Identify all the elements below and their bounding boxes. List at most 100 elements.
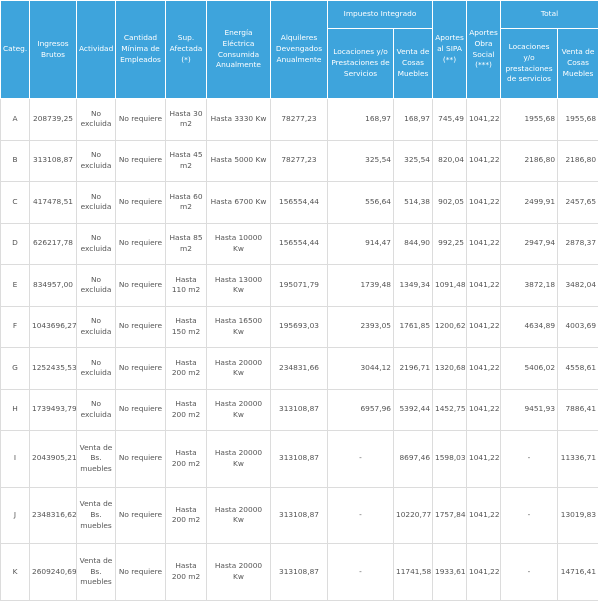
table-cell: 1320,68 <box>433 348 467 390</box>
table-cell: No excluida <box>77 389 116 431</box>
table-cell: No requiere <box>116 223 166 265</box>
table-cell: Venta de Bs. muebles <box>77 487 116 544</box>
table-cell: 313108,87 <box>271 544 328 601</box>
table-cell: No requiere <box>116 99 166 141</box>
column-header: Alquileres Devengados Anualmente <box>271 1 328 99</box>
table-cell: Hasta 20000 Kw <box>207 487 271 544</box>
table-cell: 3044,12 <box>328 348 394 390</box>
table-cell: 11741,58 <box>394 544 433 601</box>
table-cell: 313108,87 <box>30 140 77 182</box>
table-cell: 195071,79 <box>271 265 328 307</box>
table-cell: - <box>501 431 558 488</box>
table-cell: Hasta 30 m2 <box>166 99 207 141</box>
table-cell: No excluida <box>77 306 116 348</box>
table-cell: 1761,85 <box>394 306 433 348</box>
table-cell: Venta de Bs. muebles <box>77 544 116 601</box>
table-cell: - <box>501 487 558 544</box>
table-cell: 1043696,27 <box>30 306 77 348</box>
table-cell: 1955,68 <box>501 99 558 141</box>
table-cell: 626217,78 <box>30 223 77 265</box>
table-cell: 2196,71 <box>394 348 433 390</box>
table-cell: G <box>1 348 30 390</box>
table-cell: 11336,71 <box>558 431 598 488</box>
table-cell: 156554,44 <box>271 182 328 224</box>
table-cell: 78277,23 <box>271 140 328 182</box>
table-cell: 3482,04 <box>558 265 598 307</box>
column-header: Aportes al SIPA (**) <box>433 1 467 99</box>
table-cell: - <box>328 544 394 601</box>
table-cell: Hasta 200 m2 <box>166 389 207 431</box>
group-header: Impuesto Integrado <box>328 1 433 29</box>
table-cell: Hasta 20000 Kw <box>207 389 271 431</box>
table-cell: Hasta 5000 Kw <box>207 140 271 182</box>
table-cell: 1041,22 <box>467 182 501 224</box>
table-cell: B <box>1 140 30 182</box>
table-cell: 1739493,79 <box>30 389 77 431</box>
column-header: Locaciones y/o Prestaciones de Servicios <box>328 29 394 99</box>
table-cell: 2457,65 <box>558 182 598 224</box>
table-cell: 10220,77 <box>394 487 433 544</box>
table-cell: No requiere <box>116 306 166 348</box>
table-cell: 1452,75 <box>433 389 467 431</box>
column-header: Energía Eléctrica Consumida Anualmente <box>207 1 271 99</box>
group-header: Total <box>501 1 598 29</box>
table-cell: A <box>1 99 30 141</box>
table-cell: 2947,94 <box>501 223 558 265</box>
table-cell: 325,54 <box>394 140 433 182</box>
table-cell: No requiere <box>116 265 166 307</box>
table-cell: No requiere <box>116 544 166 601</box>
table-cell: No excluida <box>77 182 116 224</box>
table-cell: Hasta 60 m2 <box>166 182 207 224</box>
table-cell: Hasta 200 m2 <box>166 431 207 488</box>
column-header: Ingresos Brutos <box>30 1 77 99</box>
table-cell: 2348316,62 <box>30 487 77 544</box>
table-cell: 1598,03 <box>433 431 467 488</box>
table-cell: 5406,02 <box>501 348 558 390</box>
table-cell: 1252435,53 <box>30 348 77 390</box>
table-cell: 745,49 <box>433 99 467 141</box>
table-cell: Hasta 85 m2 <box>166 223 207 265</box>
table-cell: 4634,89 <box>501 306 558 348</box>
table-cell: 78277,23 <box>271 99 328 141</box>
table-cell: 820,04 <box>433 140 467 182</box>
table-cell: 2609240,69 <box>30 544 77 601</box>
table-cell: D <box>1 223 30 265</box>
table-cell: 168,97 <box>328 99 394 141</box>
table-cell: 313108,87 <box>271 431 328 488</box>
table-cell: No excluida <box>77 99 116 141</box>
table-cell: 13019,83 <box>558 487 598 544</box>
table-cell: 1739,48 <box>328 265 394 307</box>
table-cell: 1041,22 <box>467 544 501 601</box>
table-cell: 1200,62 <box>433 306 467 348</box>
table-cell: Hasta 150 m2 <box>166 306 207 348</box>
table-cell: 234831,66 <box>271 348 328 390</box>
table-cell: No requiere <box>116 431 166 488</box>
table-cell: 3872,18 <box>501 265 558 307</box>
column-header: Aportes Obra Social (***) <box>467 1 501 99</box>
table-cell: No excluida <box>77 223 116 265</box>
table-cell: 1955,68 <box>558 99 598 141</box>
table-cell: 325,54 <box>328 140 394 182</box>
table-cell: F <box>1 306 30 348</box>
table-cell: 9451,93 <box>501 389 558 431</box>
table-cell: 992,25 <box>433 223 467 265</box>
table-cell: No excluida <box>77 265 116 307</box>
table-cell: I <box>1 431 30 488</box>
table-cell: Venta de Bs. muebles <box>77 431 116 488</box>
column-header: Sup. Afectada (*) <box>166 1 207 99</box>
column-header: Venta de Cosas Muebles <box>558 29 598 99</box>
table-cell: K <box>1 544 30 601</box>
table-cell: H <box>1 389 30 431</box>
table-cell: 1041,22 <box>467 265 501 307</box>
table-cell: 1757,84 <box>433 487 467 544</box>
column-header: Cantidad Mínima de Empleados <box>116 1 166 99</box>
table-cell: Hasta 200 m2 <box>166 487 207 544</box>
